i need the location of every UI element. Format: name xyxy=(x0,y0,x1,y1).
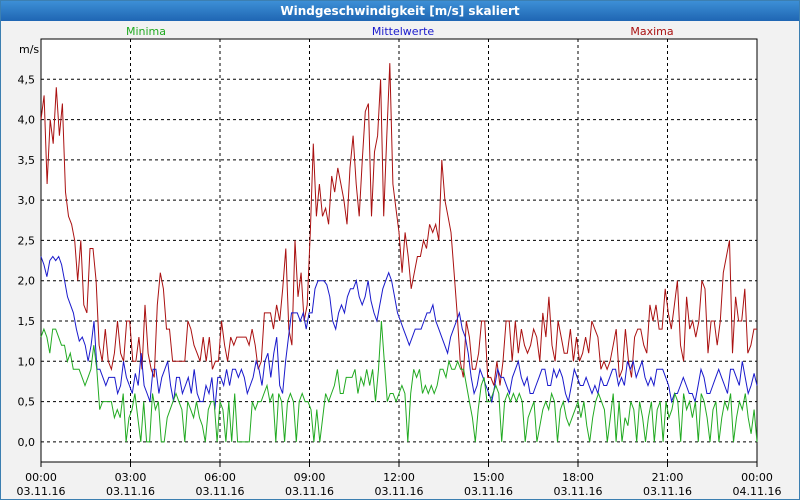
x-tick-date: 03.11.16 xyxy=(17,485,66,498)
y-tick-label: 0,5 xyxy=(18,396,36,409)
x-tick-date: 04.11.16 xyxy=(733,485,782,498)
x-tick-time: 00:00 xyxy=(741,471,773,484)
series-line-min xyxy=(40,320,758,443)
x-tick-time: 09:00 xyxy=(294,471,326,484)
x-tick-time: 15:00 xyxy=(473,471,505,484)
x-tick-date: 03.11.16 xyxy=(106,485,155,498)
x-tick-time: 21:00 xyxy=(652,471,684,484)
series-line-avg xyxy=(40,255,758,410)
y-tick-label: 2,5 xyxy=(18,234,36,247)
x-tick-date: 03.11.16 xyxy=(554,485,603,498)
y-tick-label: 1,5 xyxy=(18,315,36,328)
x-tick-date: 03.11.16 xyxy=(464,485,513,498)
y-axis-label: m/s xyxy=(19,43,39,56)
x-axis-ticks: 00:0003.11.1603:0003.11.1606:0003.11.160… xyxy=(17,462,782,498)
x-tick-time: 18:00 xyxy=(562,471,594,484)
x-tick-date: 03.11.16 xyxy=(196,485,245,498)
x-tick-time: 03:00 xyxy=(115,471,147,484)
y-axis-ticks: 0,0 0,5 1,0 1,5 2,0 2,5 3,0 3,5 4,0 4,5 xyxy=(18,73,36,449)
y-tick-label: 2,0 xyxy=(18,275,36,288)
y-tick-label: 3,0 xyxy=(18,194,36,207)
x-tick-date: 03.11.16 xyxy=(375,485,424,498)
y-tick-label: 3,5 xyxy=(18,154,36,167)
x-tick-date: 03.11.16 xyxy=(285,485,334,498)
series-lines xyxy=(40,63,758,443)
y-tick-label: 1,0 xyxy=(18,355,36,368)
y-tick-label: 4,5 xyxy=(18,73,36,86)
legend-minima: Minima xyxy=(126,25,166,38)
legend-mittelwerte: Mittelwerte xyxy=(372,25,435,38)
y-tick-label: 4,0 xyxy=(18,114,36,127)
series-line-max xyxy=(40,63,757,386)
x-tick-date: 03.11.16 xyxy=(643,485,692,498)
line-chart: 0,00,51,01,52,02,53,03,54,04,5 00:0003.1… xyxy=(17,25,782,498)
x-tick-time: 06:00 xyxy=(204,471,236,484)
legend-maxima: Maxima xyxy=(630,25,673,38)
x-tick-time: 00:00 xyxy=(25,471,57,484)
window-title: Windgeschwindigkeit [m/s] skaliert xyxy=(1,1,799,21)
x-tick-time: 12:00 xyxy=(383,471,415,484)
y-tick-label: 0,0 xyxy=(18,436,36,449)
